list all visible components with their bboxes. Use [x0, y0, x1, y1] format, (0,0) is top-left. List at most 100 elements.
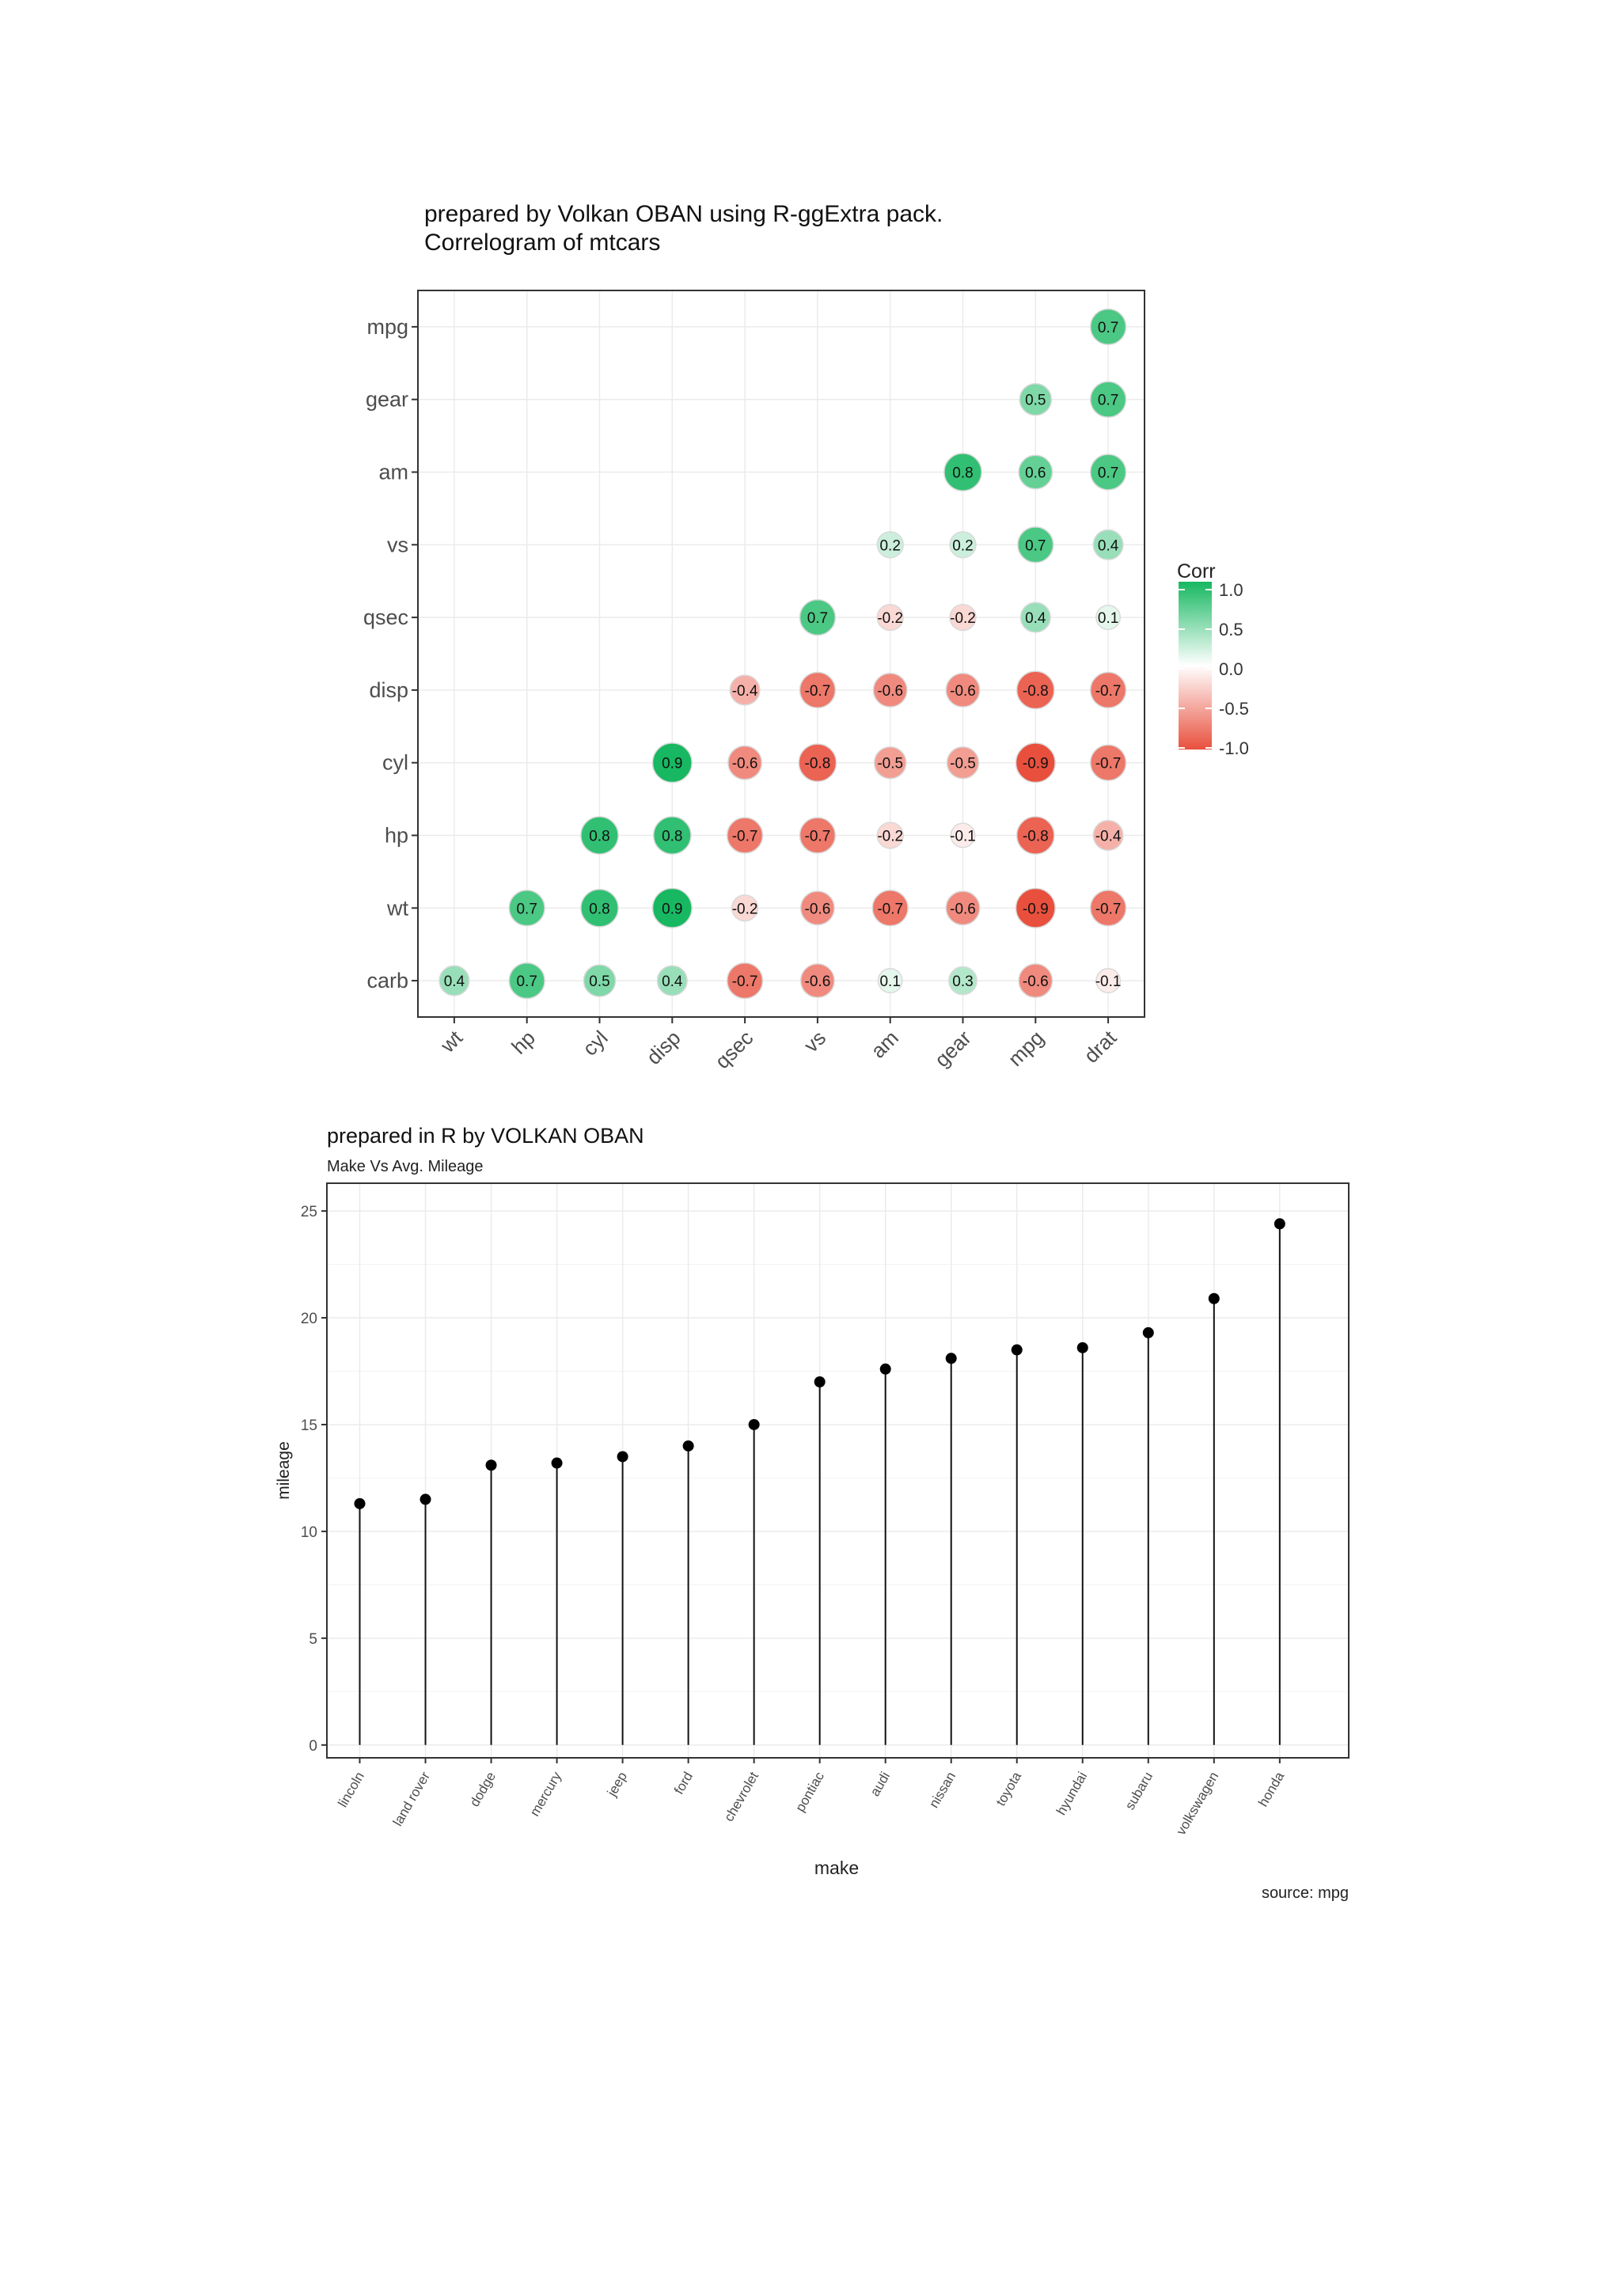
corr-value-label: -0.7 — [877, 901, 903, 917]
x-tick-label: vs — [799, 1026, 831, 1057]
correlogram-legend: Corr 1.0 0.5 0.0 -0.5 -1.0 — [1177, 560, 1249, 758]
x-tick-label: wt — [435, 1025, 468, 1057]
corr-cell: 0.8 — [652, 816, 692, 855]
correlogram: prepared by Volkan OBAN using R-ggExtra … — [363, 201, 1249, 1073]
corr-value-label: 0.6 — [1025, 465, 1046, 482]
x-tick-label: mercury — [527, 1769, 564, 1819]
corr-value-label: -0.2 — [877, 829, 903, 845]
lollipop — [1076, 1342, 1088, 1745]
corr-cell: 0.7 — [508, 890, 545, 927]
corr-circle — [1089, 308, 1127, 346]
corr-circle — [945, 890, 981, 926]
corr-value-label: -0.6 — [1023, 973, 1049, 990]
corr-cell: -0.4 — [1092, 819, 1124, 852]
corr-value-label: -0.7 — [805, 683, 831, 700]
corr-value-label: -0.4 — [732, 683, 758, 700]
lollipop-chart: prepared in R by VOLKAN OBAN Make Vs Avg… — [275, 1124, 1350, 1902]
lollipop-title: prepared in R by VOLKAN OBAN — [327, 1124, 644, 1148]
lollipop-point — [1274, 1218, 1285, 1230]
lollipop-subtitle: Make Vs Avg. Mileage — [327, 1158, 484, 1175]
corr-cell: -0.7 — [726, 817, 764, 854]
corr-cell: 0.8 — [943, 453, 982, 491]
x-tick-label: hp — [507, 1026, 540, 1059]
corr-circle — [873, 746, 907, 780]
correlogram-panel-border — [417, 290, 1145, 1018]
lollipop-axis-ticks: 0 5 10 15 20 25 lincoln land rover dodge mercury j… — [301, 1204, 1288, 1838]
corr-cell: 0.4 — [1019, 602, 1051, 633]
y-tick-label: wt — [386, 896, 408, 920]
corr-value-label: 0.3 — [952, 973, 973, 990]
corr-cell: 0.9 — [651, 742, 693, 784]
corr-circle — [945, 672, 981, 708]
x-tick-label: nissan — [926, 1770, 959, 1811]
lollipop — [682, 1440, 694, 1745]
corr-value-label: -0.1 — [950, 829, 976, 845]
corr-value-label: 0.5 — [1025, 393, 1046, 409]
lollipop — [354, 1497, 366, 1745]
corr-value-label: -0.5 — [950, 756, 976, 772]
y-tick-label: 5 — [309, 1631, 317, 1648]
corr-circle — [876, 531, 904, 559]
y-tick-label: vs — [387, 533, 408, 556]
corr-cell: -0.2 — [949, 603, 977, 632]
x-tick-label: land rover — [390, 1769, 433, 1828]
corr-value-label: 0.9 — [662, 901, 682, 917]
corr-value-label: -0.6 — [805, 973, 831, 990]
x-tick-label: drat — [1079, 1025, 1121, 1067]
corr-cell: -0.2 — [731, 894, 759, 922]
corr-value-label: 0.7 — [1098, 320, 1118, 336]
corr-value-label: 0.1 — [1098, 610, 1118, 627]
legend-tick-label: 0.0 — [1219, 659, 1243, 679]
corr-value-label: -0.8 — [1023, 829, 1049, 845]
corr-cell: -0.6 — [945, 890, 981, 926]
corr-cell: -0.7 — [1089, 671, 1127, 709]
corr-value-label: -0.7 — [732, 829, 758, 845]
x-tick-label: hyundai — [1053, 1770, 1090, 1818]
corr-circle — [1089, 671, 1127, 709]
corr-value-label: 0.7 — [807, 610, 828, 627]
y-tick-label: carb — [366, 969, 408, 992]
lollipop-point — [551, 1457, 563, 1469]
lollipop-point — [354, 1497, 366, 1509]
lollipop — [485, 1459, 497, 1745]
corr-circle — [726, 962, 764, 1000]
corr-value-label: 0.4 — [662, 973, 683, 990]
corr-circle — [656, 965, 688, 996]
corr-cell: -0.8 — [798, 743, 837, 783]
corr-cell: -0.5 — [873, 746, 907, 780]
corr-cell: -0.8 — [1015, 816, 1055, 855]
corr-circle — [799, 817, 837, 854]
correlogram-subtitle: Correlogram of mtcars — [424, 230, 660, 256]
legend-ticks: 1.0 0.5 0.0 -0.5 -1.0 — [1179, 580, 1249, 758]
x-tick-label: am — [866, 1026, 903, 1063]
corr-value-label: -0.6 — [950, 901, 976, 917]
corr-cell: 0.4 — [1092, 529, 1124, 560]
x-tick-label: cyl — [578, 1026, 613, 1061]
corr-cell: -0.1 — [1095, 968, 1121, 994]
corr-circle — [871, 890, 909, 927]
lollipop — [814, 1376, 826, 1745]
x-tick-label: gear — [930, 1026, 976, 1072]
corr-circle — [1017, 526, 1054, 564]
legend-colorbar — [1179, 582, 1212, 750]
corr-circle — [949, 531, 977, 559]
corr-cell: 0.7 — [1017, 526, 1054, 564]
corr-value-label: -0.2 — [950, 610, 976, 627]
legend-tick-label: 1.0 — [1219, 580, 1243, 600]
x-tick-label: mpg — [1004, 1026, 1049, 1071]
lollipop-point — [682, 1440, 694, 1452]
corr-cell: 0.5 — [1019, 382, 1053, 416]
y-tick-label: 15 — [301, 1417, 317, 1434]
corr-value-label: -0.2 — [877, 610, 903, 627]
lollipop-point — [814, 1376, 826, 1387]
corr-cell: -0.6 — [945, 672, 981, 708]
corr-value-label: 0.8 — [662, 829, 682, 845]
corr-circle — [727, 745, 763, 780]
corr-circle — [1015, 670, 1055, 710]
x-tick-label: pontiac — [792, 1769, 827, 1814]
corr-circle — [799, 963, 835, 999]
lollipop-point — [419, 1493, 431, 1505]
corr-value-label: 0.7 — [516, 973, 537, 990]
corr-circle — [508, 962, 545, 1000]
